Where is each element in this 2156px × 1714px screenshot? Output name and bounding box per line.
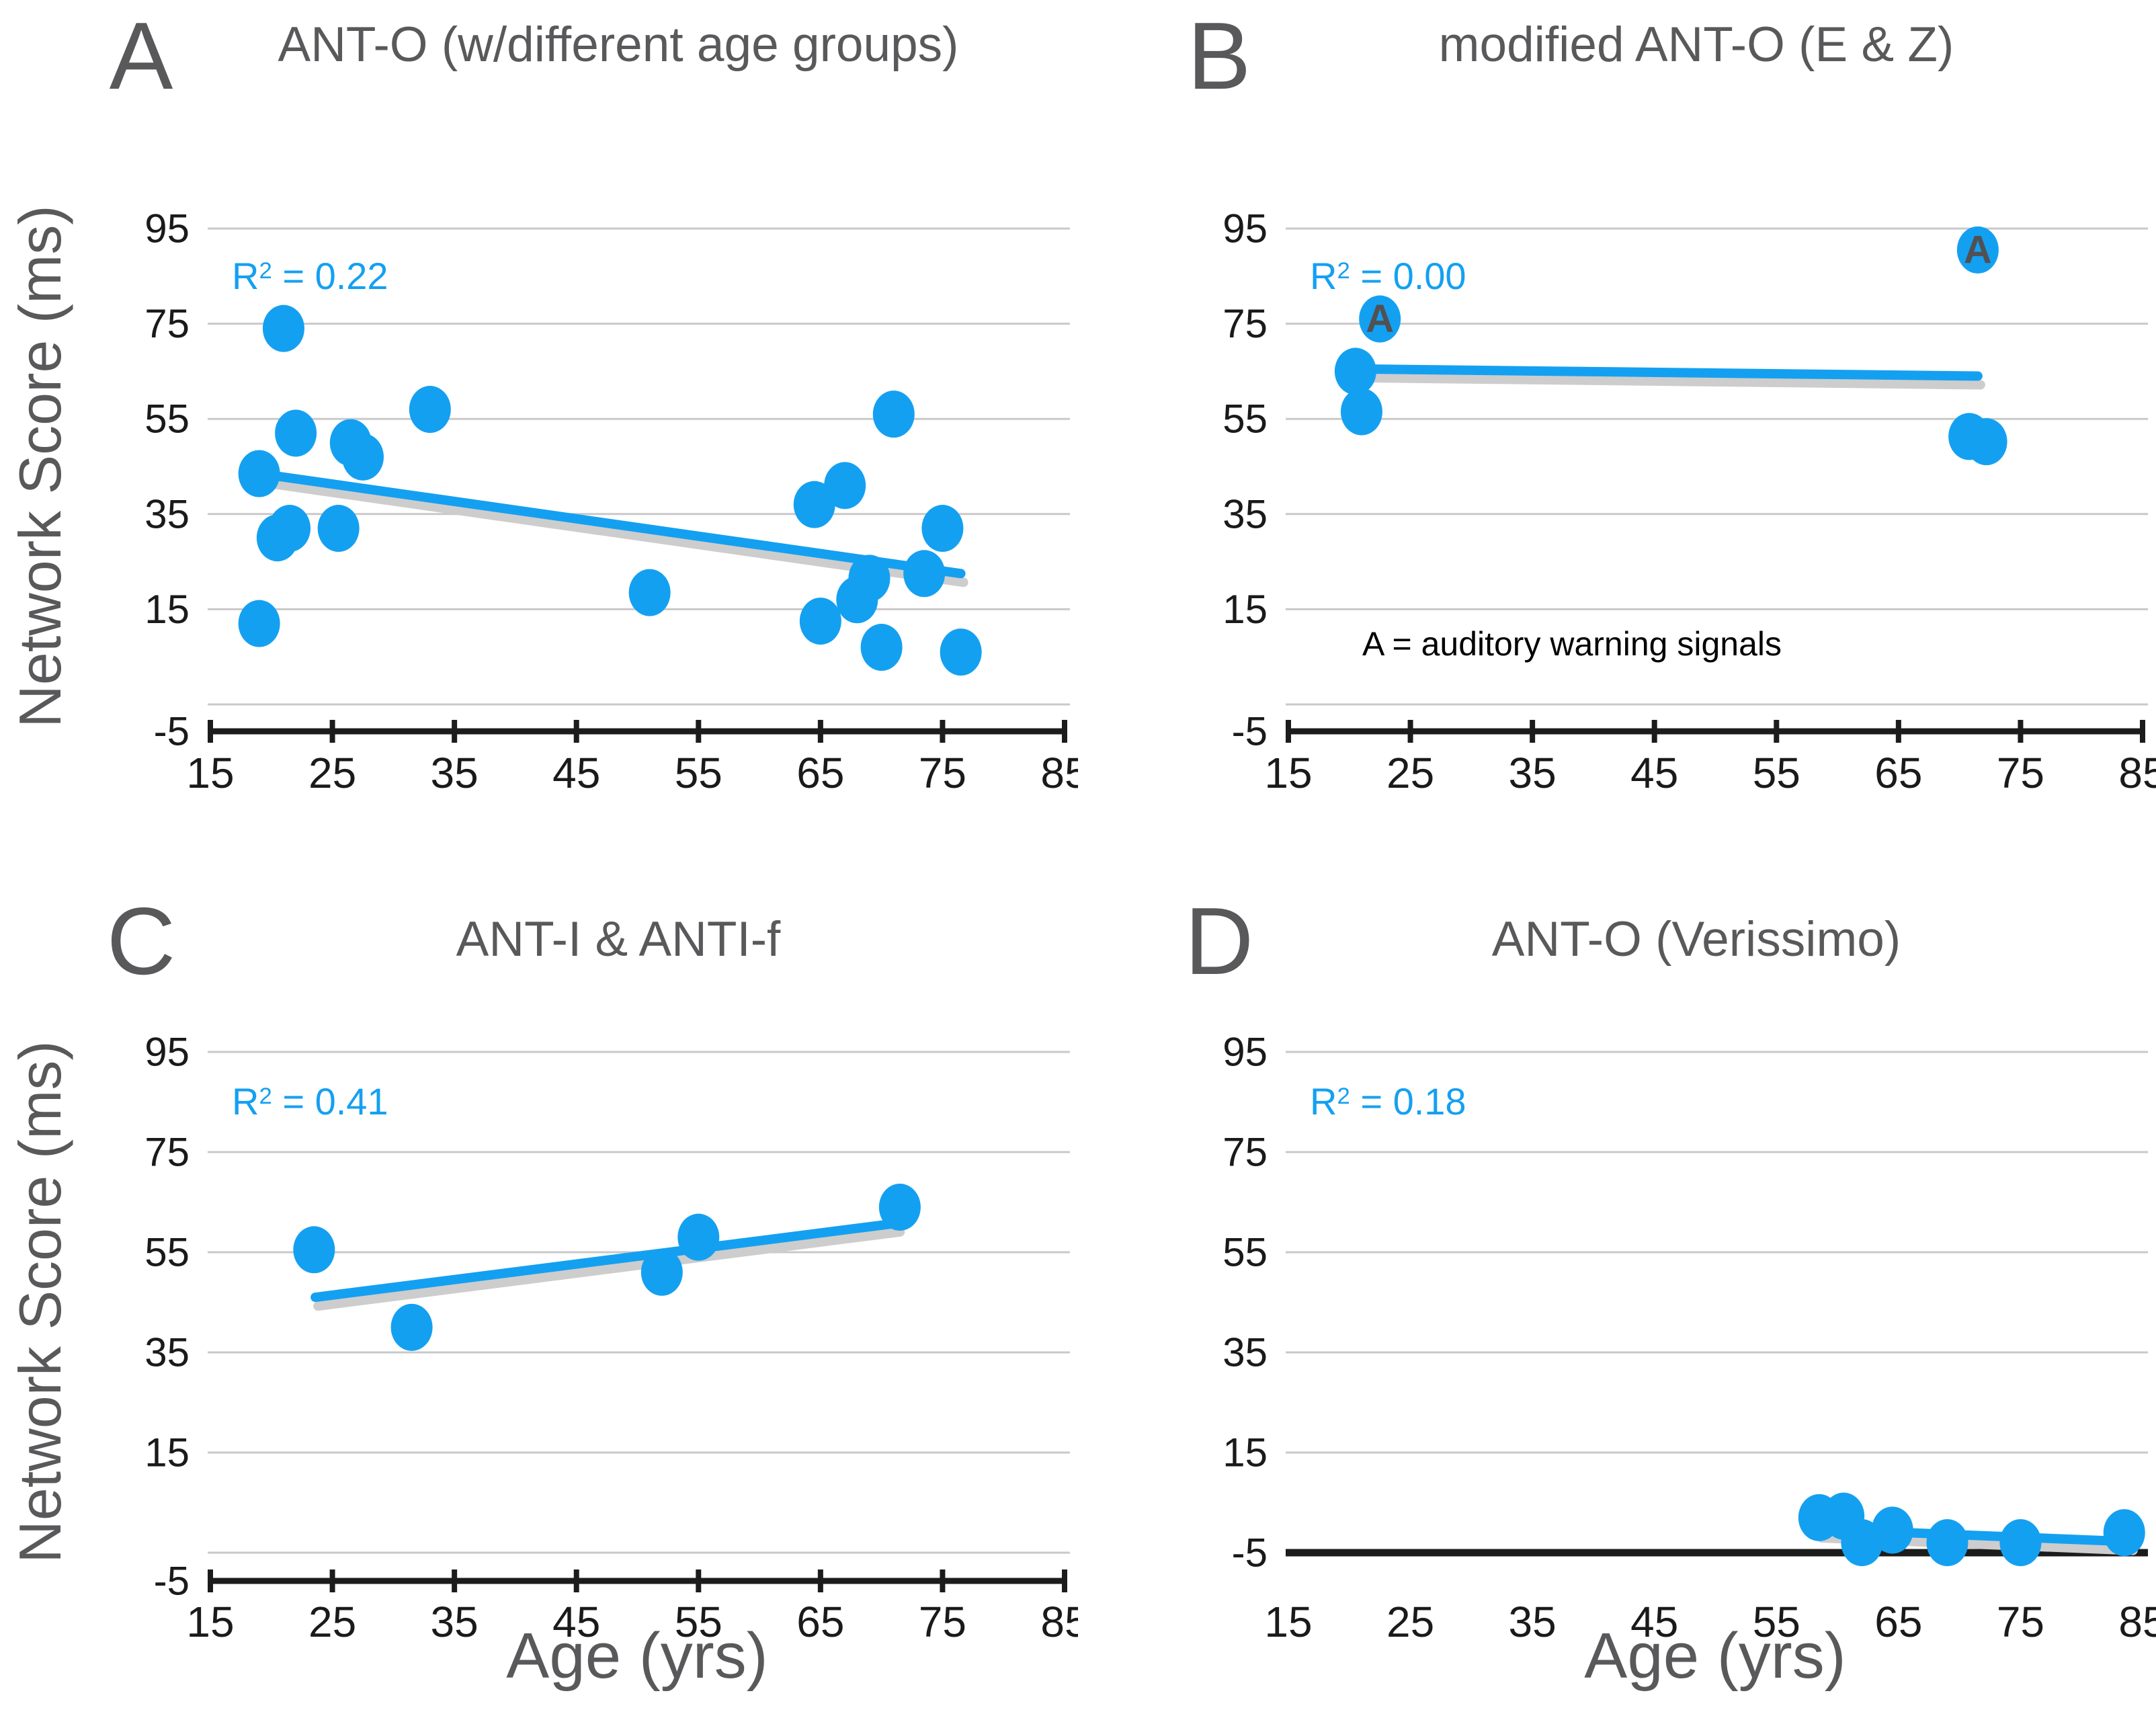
panel-a: 95 75 55 35 15 -5 15 25 35 45 55 65 75 85 A ANT-O (w/… (0, 0, 1078, 857)
r2-label-a: R2 = 0.22 (232, 257, 388, 295)
svg-text:55: 55 (675, 1598, 722, 1646)
svg-text:55: 55 (1753, 1598, 1800, 1646)
r2-label-b: R2 = 0.00 (1310, 257, 1466, 295)
svg-text:95: 95 (144, 206, 190, 251)
svg-text:15: 15 (1264, 1598, 1312, 1646)
svg-text:25: 25 (1386, 1598, 1434, 1646)
svg-text:75: 75 (919, 749, 966, 797)
r2-value: = 0.22 (272, 255, 388, 297)
svg-text:65: 65 (1874, 749, 1922, 797)
panel-title-b: modified ANT-O (E & Z) (1438, 17, 1954, 72)
r2-superscript: 2 (1337, 1084, 1350, 1110)
svg-text:55: 55 (144, 1230, 190, 1275)
svg-text:35: 35 (1509, 1598, 1557, 1646)
svg-text:55: 55 (144, 397, 190, 442)
r2-base: R (232, 1080, 259, 1123)
x-axis-title-left: Age (yrs) (506, 1620, 768, 1692)
svg-text:85: 85 (1040, 1598, 1078, 1646)
svg-text:95: 95 (1222, 1030, 1268, 1075)
panel-letter-b: B (1187, 3, 1251, 110)
svg-text:35: 35 (1509, 749, 1557, 797)
svg-text:45: 45 (1630, 1598, 1678, 1646)
scatter-plot-d: 95 75 55 35 15 -5 15 25 35 45 55 65 75 85 (1222, 1030, 2156, 1647)
panel-c: 95 75 55 35 15 -5 15 25 35 45 55 65 75 85 C ANT-I & A… (0, 857, 1078, 1714)
svg-text:45: 45 (552, 1598, 600, 1646)
svg-text:45: 45 (1630, 749, 1678, 797)
svg-text:35: 35 (1222, 491, 1268, 536)
svg-text:35: 35 (144, 491, 190, 536)
svg-text:75: 75 (1222, 1130, 1268, 1175)
svg-text:15: 15 (186, 1598, 234, 1646)
svg-text:85: 85 (2118, 749, 2156, 797)
r2-label-c: R2 = 0.41 (232, 1083, 388, 1120)
svg-text:55: 55 (1753, 749, 1800, 797)
panel-title-a: ANT-O (w/different age groups) (278, 17, 959, 72)
svg-text:A: A (1964, 228, 1992, 272)
r2-value: = 0.00 (1350, 255, 1466, 297)
svg-text:65: 65 (1874, 1598, 1922, 1646)
svg-text:-5: -5 (154, 1559, 190, 1604)
svg-text:45: 45 (552, 749, 600, 797)
r2-superscript: 2 (1337, 258, 1350, 284)
r2-base: R (232, 255, 259, 297)
svg-text:55: 55 (675, 749, 722, 797)
r2-value: = 0.41 (272, 1080, 388, 1123)
svg-text:35: 35 (144, 1330, 190, 1375)
svg-text:25: 25 (1386, 749, 1434, 797)
r2-value: = 0.18 (1350, 1080, 1466, 1123)
svg-text:75: 75 (1222, 301, 1268, 346)
r2-superscript: 2 (259, 258, 272, 284)
svg-text:35: 35 (431, 1598, 479, 1646)
svg-text:95: 95 (1222, 206, 1268, 251)
panel-letter-d: D (1184, 888, 1254, 995)
svg-text:15: 15 (1264, 749, 1312, 797)
svg-text:75: 75 (144, 1130, 190, 1175)
svg-text:15: 15 (144, 1430, 190, 1475)
r2-base: R (1310, 255, 1337, 297)
auditory-warning-annotation: A = auditory warning signals (1362, 625, 1782, 663)
svg-text:55: 55 (1222, 397, 1268, 442)
r2-label-d: R2 = 0.18 (1310, 1083, 1466, 1120)
y-axis-title-row1: Network Score (ms) (7, 205, 73, 728)
panel-title-d: ANT-O (Verissimo) (1491, 912, 1901, 967)
svg-text:75: 75 (1997, 1598, 2044, 1646)
svg-text:15: 15 (144, 587, 190, 632)
r2-base: R (1310, 1080, 1337, 1123)
r2-superscript: 2 (259, 1084, 272, 1110)
svg-text:65: 65 (796, 1598, 844, 1646)
svg-text:65: 65 (796, 749, 844, 797)
panel-letter-c: C (106, 888, 176, 995)
svg-text:35: 35 (431, 749, 479, 797)
svg-text:-5: -5 (1232, 1531, 1268, 1576)
svg-text:25: 25 (308, 749, 356, 797)
svg-text:A: A (1366, 297, 1394, 341)
x-axis-title-right: Age (yrs) (1584, 1620, 1846, 1692)
svg-text:85: 85 (2118, 1598, 2156, 1646)
panel-letter-a: A (109, 3, 173, 110)
svg-text:-5: -5 (154, 709, 190, 754)
svg-text:15: 15 (186, 749, 234, 797)
svg-text:35: 35 (1222, 1330, 1268, 1375)
y-axis-title-row2: Network Score (ms) (7, 1040, 73, 1563)
panel-b: 95 75 55 35 15 -5 15 25 35 45 55 65 75 85 A A B modifie… (1078, 0, 2156, 857)
svg-text:95: 95 (144, 1030, 190, 1075)
svg-text:85: 85 (1040, 749, 1078, 797)
svg-text:75: 75 (919, 1598, 966, 1646)
svg-text:15: 15 (1222, 1430, 1268, 1475)
svg-text:75: 75 (1997, 749, 2044, 797)
svg-text:55: 55 (1222, 1230, 1268, 1275)
svg-text:75: 75 (144, 301, 190, 346)
panel-title-c: ANT-I & ANTI-f (456, 912, 781, 967)
svg-text:25: 25 (308, 1598, 356, 1646)
svg-text:-5: -5 (1232, 709, 1268, 754)
svg-text:15: 15 (1222, 587, 1268, 632)
panel-d: 95 75 55 35 15 -5 15 25 35 45 55 65 75 85 D ANT-O (Ve… (1078, 857, 2156, 1714)
